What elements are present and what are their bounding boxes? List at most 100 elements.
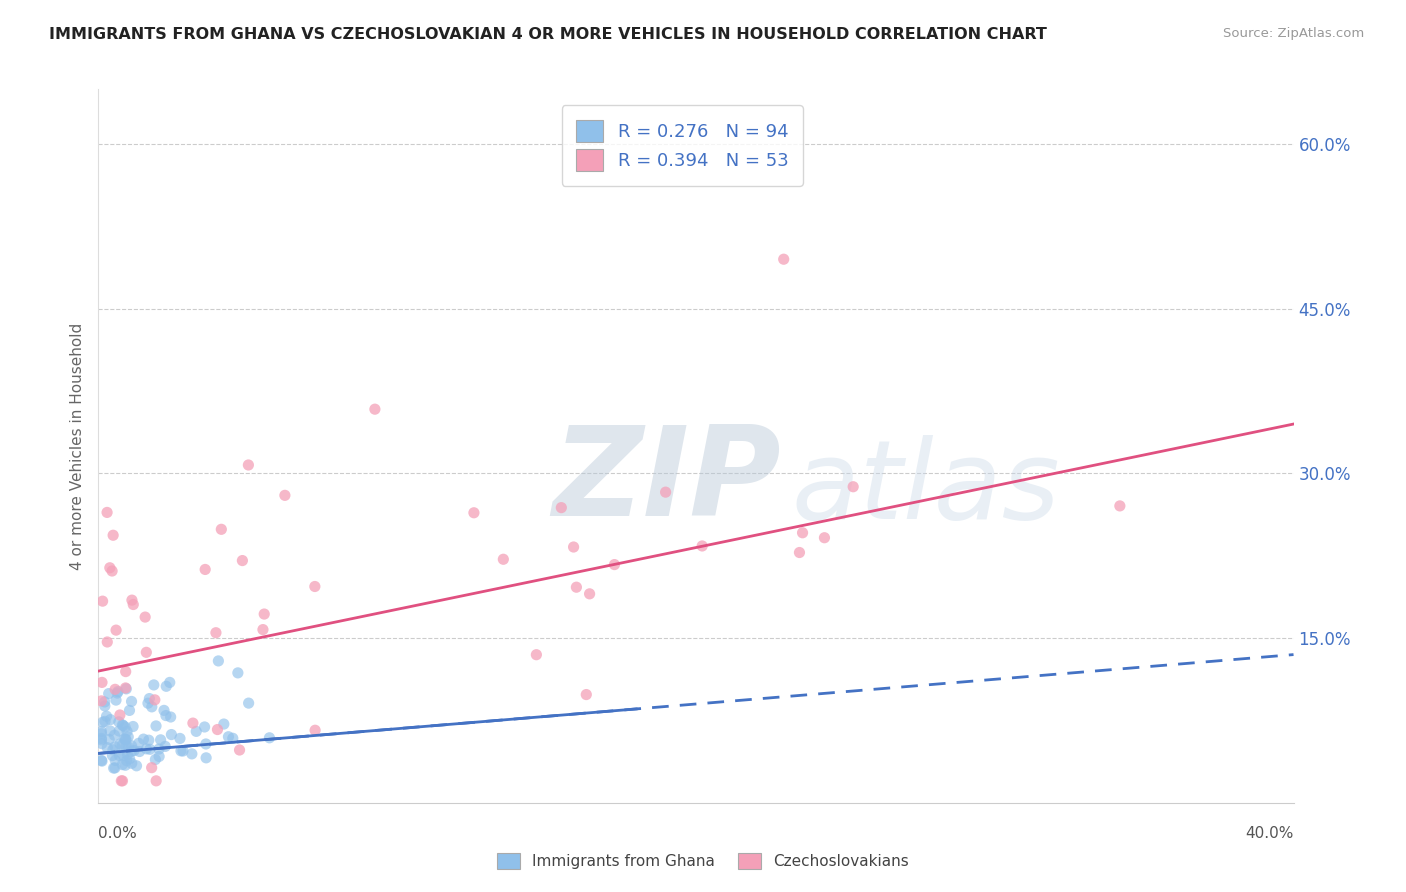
Point xyxy=(128,736,150,750)
Legend: Immigrants from Ghana, Czechoslovakians: Immigrants from Ghana, Czechoslovakians xyxy=(491,847,915,875)
Point xyxy=(111,773,134,788)
Point xyxy=(148,742,170,756)
Point xyxy=(104,761,127,775)
Point xyxy=(96,709,118,723)
Point xyxy=(122,598,145,612)
Point xyxy=(135,645,157,659)
Point xyxy=(1108,499,1130,513)
Point xyxy=(101,748,124,763)
Point xyxy=(117,730,139,744)
Point xyxy=(111,718,134,732)
Point xyxy=(550,500,572,515)
Point xyxy=(578,587,600,601)
Point xyxy=(121,593,143,607)
Point xyxy=(122,743,145,757)
Point xyxy=(98,723,121,738)
Point xyxy=(238,458,260,472)
Point xyxy=(90,731,112,746)
Point xyxy=(217,730,239,744)
Point xyxy=(259,731,281,745)
Point xyxy=(222,731,245,746)
Point xyxy=(105,623,128,637)
Point xyxy=(125,759,148,773)
Point xyxy=(118,740,141,755)
Point xyxy=(104,739,127,754)
Point xyxy=(96,505,118,519)
Point xyxy=(274,488,297,502)
Point xyxy=(118,752,141,766)
Point xyxy=(565,580,588,594)
Point xyxy=(115,739,138,754)
Point xyxy=(96,740,118,755)
Point xyxy=(209,522,232,536)
Point xyxy=(813,531,835,545)
Point xyxy=(149,732,172,747)
Text: 40.0%: 40.0% xyxy=(1246,827,1294,841)
Point xyxy=(142,678,165,692)
Y-axis label: 4 or more Vehicles in Household: 4 or more Vehicles in Household xyxy=(69,322,84,570)
Point xyxy=(98,561,121,575)
Point xyxy=(103,728,125,742)
Point xyxy=(155,739,177,754)
Point xyxy=(114,758,136,772)
Point xyxy=(121,739,143,753)
Point xyxy=(228,743,250,757)
Point xyxy=(134,610,156,624)
Text: ZIP: ZIP xyxy=(553,421,782,542)
Point xyxy=(115,732,138,747)
Point xyxy=(103,761,125,775)
Point xyxy=(194,720,217,734)
Point xyxy=(155,679,177,693)
Point xyxy=(207,654,229,668)
Point xyxy=(101,528,124,542)
Point xyxy=(138,733,160,747)
Point xyxy=(121,694,143,708)
Point xyxy=(524,648,547,662)
Point xyxy=(160,728,183,742)
Point xyxy=(141,761,163,775)
Point xyxy=(101,564,124,578)
Point xyxy=(108,714,131,729)
Point xyxy=(91,675,114,690)
Point xyxy=(603,558,626,572)
Point xyxy=(90,737,112,751)
Point xyxy=(145,773,167,788)
Point xyxy=(143,752,166,766)
Point xyxy=(105,686,128,700)
Point xyxy=(170,744,193,758)
Point xyxy=(91,754,114,768)
Point xyxy=(108,708,131,723)
Point xyxy=(111,738,134,752)
Point xyxy=(252,623,274,637)
Point xyxy=(90,724,112,739)
Point xyxy=(115,681,138,696)
Point xyxy=(226,665,249,680)
Point xyxy=(136,696,159,710)
Point xyxy=(91,715,114,730)
Point xyxy=(304,580,326,594)
Point xyxy=(94,698,117,713)
Point xyxy=(105,693,128,707)
Point xyxy=(114,732,136,747)
Point xyxy=(186,724,208,739)
Point xyxy=(110,773,132,788)
Point xyxy=(792,525,814,540)
Point xyxy=(492,552,515,566)
Point xyxy=(115,754,138,768)
Point xyxy=(100,713,122,727)
Point xyxy=(122,719,145,733)
Text: atlas: atlas xyxy=(792,435,1060,542)
Point xyxy=(104,682,127,697)
Point xyxy=(195,751,218,765)
Point xyxy=(118,703,141,717)
Point xyxy=(111,757,134,772)
Point xyxy=(108,748,131,763)
Point xyxy=(121,744,143,758)
Point xyxy=(108,737,131,751)
Point xyxy=(121,756,143,771)
Point xyxy=(90,753,112,767)
Point xyxy=(169,731,191,746)
Point xyxy=(562,540,585,554)
Point xyxy=(114,720,136,734)
Point xyxy=(135,742,157,756)
